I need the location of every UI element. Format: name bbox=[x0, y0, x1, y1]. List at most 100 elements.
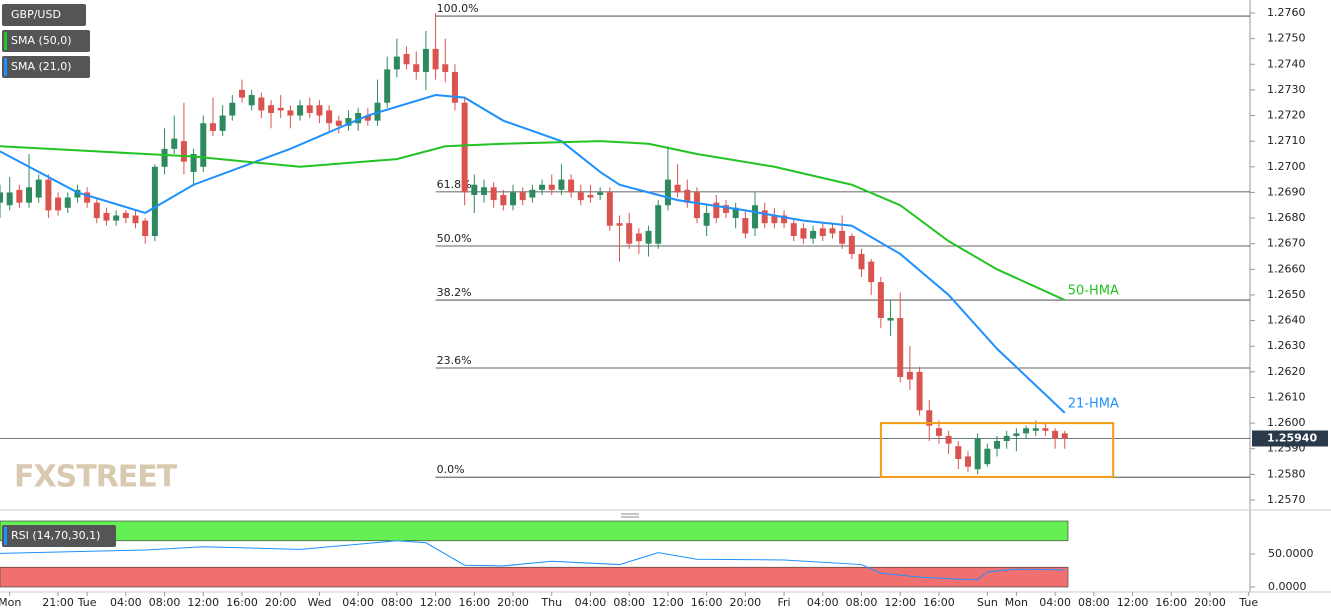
candle-body bbox=[742, 218, 749, 234]
candle-body bbox=[1013, 433, 1020, 436]
candle-body bbox=[161, 148, 168, 167]
candle-body bbox=[55, 197, 62, 211]
x-tick-label: 08:00 bbox=[846, 596, 878, 609]
x-tick-label: 12:00 bbox=[187, 596, 219, 609]
rsi-overbought-band bbox=[0, 520, 1069, 542]
candle-body bbox=[258, 97, 265, 111]
candle-body bbox=[93, 202, 100, 219]
candle-body bbox=[471, 184, 478, 195]
legend-label: GBP/USD bbox=[11, 8, 61, 21]
candle-body bbox=[74, 189, 81, 198]
candle-body bbox=[326, 110, 333, 124]
candle-body bbox=[800, 228, 807, 239]
y-tick-label: 1.2750 bbox=[1267, 32, 1306, 45]
y-tick-label: 1.2680 bbox=[1267, 211, 1306, 224]
candle-body bbox=[287, 110, 294, 116]
candle-body bbox=[858, 253, 865, 270]
resize-handle[interactable] bbox=[621, 513, 639, 518]
range-box bbox=[879, 422, 1115, 478]
candle-body bbox=[122, 212, 129, 219]
rsi-legend[interactable]: RSI (14,70,30,1) bbox=[2, 525, 116, 547]
candle-body bbox=[684, 189, 691, 203]
candle-body bbox=[752, 205, 759, 229]
x-tick-label: 16:00 bbox=[691, 596, 723, 609]
legend-item[interactable]: SMA (21,0) bbox=[2, 56, 90, 78]
candle-body bbox=[209, 123, 216, 131]
x-tick-label: 12:00 bbox=[884, 596, 916, 609]
x-tick-label: 20:00 bbox=[729, 596, 761, 609]
fib-label: 50.0% bbox=[437, 232, 472, 245]
candle-body bbox=[316, 105, 323, 116]
candle-body bbox=[345, 118, 352, 126]
candle-body bbox=[142, 220, 149, 236]
rsi-line bbox=[0, 540, 1065, 581]
candle-body bbox=[500, 194, 507, 206]
candle-body bbox=[84, 192, 91, 203]
x-tick-label: Mon bbox=[1005, 596, 1028, 609]
x-tick-label: 04:00 bbox=[110, 596, 142, 609]
candle-body bbox=[548, 184, 555, 190]
candle-body bbox=[364, 115, 371, 121]
candle-body bbox=[848, 235, 855, 254]
legend-label: RSI (14,70,30,1) bbox=[11, 529, 100, 542]
candle-body bbox=[974, 438, 981, 470]
x-tick-label: 16:00 bbox=[1155, 596, 1187, 609]
x-tick-label: Mon bbox=[0, 596, 21, 609]
x-tick-label: Sun bbox=[977, 596, 998, 609]
x-tick-label: 16:00 bbox=[923, 596, 955, 609]
candle-body bbox=[868, 261, 875, 283]
y-tick-label: 1.2640 bbox=[1267, 314, 1306, 327]
candle-body bbox=[994, 441, 1001, 449]
legend-item[interactable]: SMA (50,0) bbox=[2, 30, 90, 52]
candle-body bbox=[229, 102, 236, 116]
candle-body bbox=[597, 192, 604, 195]
rsi-tick-label: 50.0000 bbox=[1268, 547, 1314, 560]
x-tick-label: Tue bbox=[77, 596, 97, 609]
x-tick-label: 20:00 bbox=[497, 596, 529, 609]
candle-body bbox=[219, 115, 226, 131]
x-tick-label: 08:00 bbox=[1078, 596, 1110, 609]
y-tick-label: 1.2760 bbox=[1267, 6, 1306, 19]
candle-body bbox=[906, 371, 913, 380]
candle-body bbox=[781, 215, 788, 224]
candle-body bbox=[577, 192, 584, 201]
x-tick-label: 16:00 bbox=[458, 596, 490, 609]
last-price-label: 1.25940 bbox=[1267, 431, 1317, 444]
candle-body bbox=[393, 56, 400, 70]
y-tick-label: 1.2670 bbox=[1267, 237, 1306, 250]
candle-body bbox=[761, 210, 768, 224]
candle-body bbox=[945, 435, 952, 444]
candle-body bbox=[432, 48, 439, 70]
candle-body bbox=[645, 230, 652, 244]
fib-label: 23.6% bbox=[437, 354, 472, 367]
legend-swatch bbox=[4, 32, 7, 50]
candle-body bbox=[926, 410, 933, 426]
x-tick-label: Thu bbox=[540, 596, 562, 609]
hma-label: 50-HMA bbox=[1068, 284, 1119, 299]
candle-body bbox=[819, 228, 826, 236]
candle-body bbox=[539, 184, 546, 190]
legend-item[interactable]: GBP/USD bbox=[2, 4, 86, 26]
fib-label: 38.2% bbox=[437, 286, 472, 299]
candle-body bbox=[461, 102, 468, 193]
y-tick-label: 1.2740 bbox=[1267, 57, 1306, 70]
candle-body bbox=[616, 223, 623, 226]
x-tick-label: 04:00 bbox=[1039, 596, 1071, 609]
legend-label: SMA (21,0) bbox=[11, 60, 72, 73]
x-tick-label: 08:00 bbox=[381, 596, 413, 609]
candle-body bbox=[1061, 433, 1068, 439]
x-tick-label: 12:00 bbox=[652, 596, 684, 609]
candle-body bbox=[297, 105, 304, 116]
candle-body bbox=[771, 215, 778, 224]
candle-body bbox=[732, 207, 739, 219]
candle-body bbox=[442, 64, 449, 72]
candle-body bbox=[964, 456, 971, 467]
candle-body bbox=[277, 107, 284, 111]
candle-body bbox=[722, 205, 729, 213]
candle-body bbox=[1052, 430, 1059, 439]
candle-body bbox=[200, 123, 207, 167]
candle-body bbox=[151, 166, 158, 236]
candle-body bbox=[190, 153, 197, 172]
